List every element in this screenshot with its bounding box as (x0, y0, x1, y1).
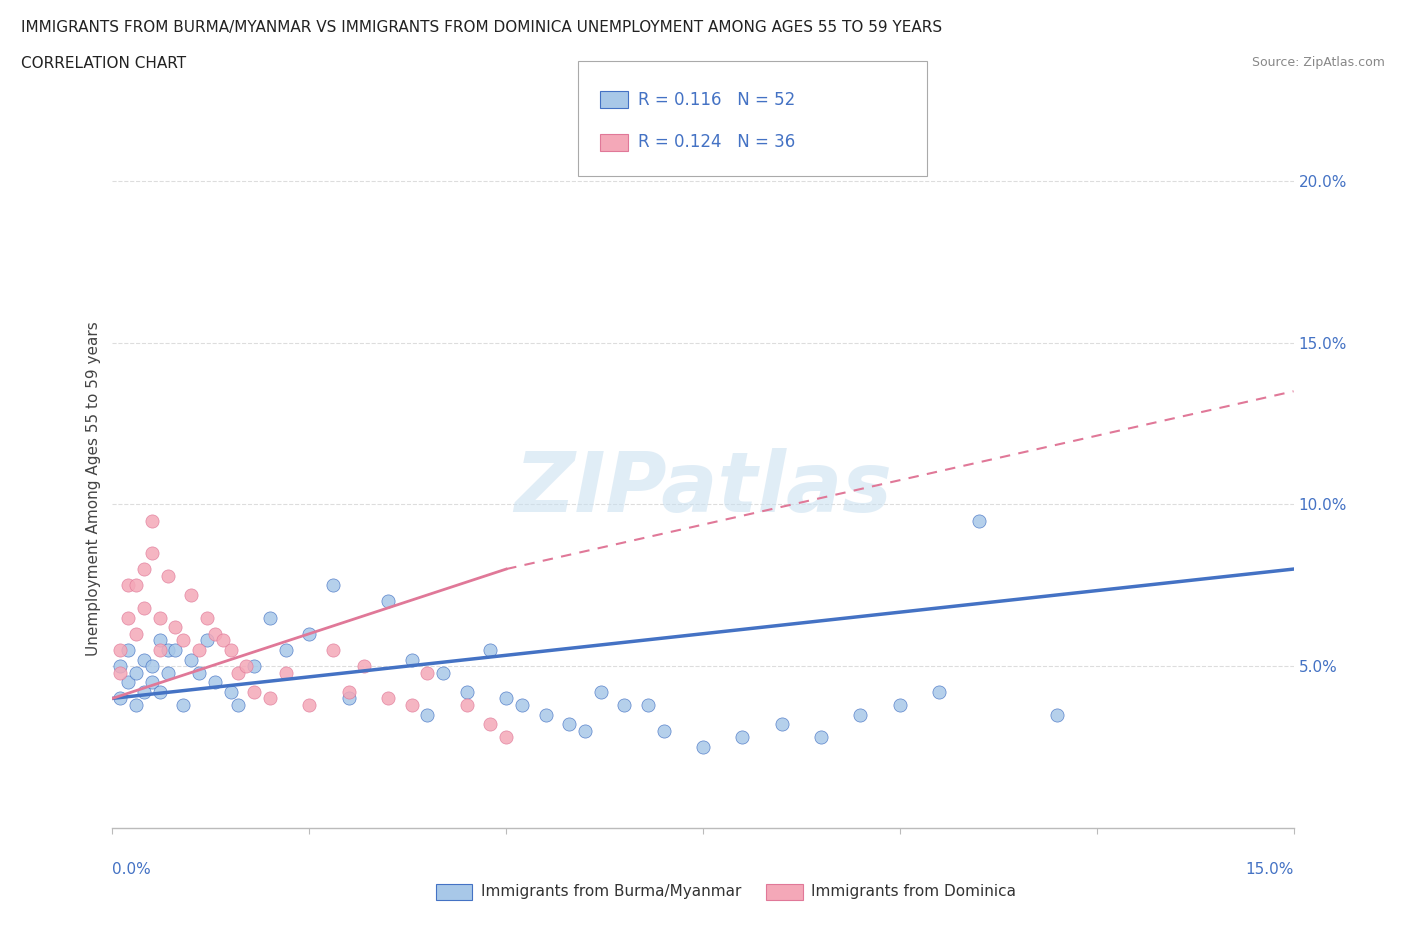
Point (353, 658, 375, 673)
Point (180, 588, 202, 603)
Point (188, 665, 211, 680)
Point (110, 643, 132, 658)
Point (110, 658, 132, 673)
Point (235, 658, 257, 673)
Point (479, 717, 502, 732)
Point (156, 665, 179, 680)
Point (692, 739, 714, 754)
Point (889, 698, 911, 712)
Point (377, 691, 399, 706)
Point (534, 707, 557, 722)
Point (132, 684, 155, 699)
Point (188, 643, 211, 658)
Point (110, 665, 132, 680)
Point (172, 698, 194, 712)
Point (456, 698, 478, 712)
Text: Immigrants from Dominica: Immigrants from Dominica (811, 884, 1017, 899)
Point (132, 652, 155, 667)
Point (731, 730, 754, 745)
Point (243, 658, 266, 673)
Point (479, 643, 502, 658)
Point (322, 643, 344, 658)
Point (141, 675, 163, 690)
Point (180, 652, 202, 667)
Point (274, 665, 297, 680)
Point (274, 643, 297, 658)
Text: 0.0%: 0.0% (112, 862, 152, 877)
Text: CORRELATION CHART: CORRELATION CHART (21, 56, 186, 71)
Point (495, 691, 517, 706)
Point (770, 717, 793, 732)
Point (928, 684, 950, 699)
Point (432, 665, 454, 680)
Point (613, 698, 636, 712)
Point (219, 643, 242, 658)
Point (377, 594, 399, 609)
Point (574, 724, 596, 738)
Text: Source: ZipAtlas.com: Source: ZipAtlas.com (1251, 56, 1385, 69)
Point (165, 619, 187, 634)
Point (165, 643, 187, 658)
Point (195, 632, 218, 647)
Text: R = 0.116   N = 52: R = 0.116 N = 52 (638, 90, 796, 109)
Point (495, 730, 517, 745)
Point (589, 684, 612, 699)
Point (558, 717, 581, 732)
Point (228, 698, 250, 712)
Point (195, 610, 218, 625)
Point (204, 626, 226, 641)
Point (141, 658, 163, 673)
Point (243, 684, 266, 699)
Point (456, 684, 478, 699)
Point (298, 698, 321, 712)
Point (110, 691, 132, 706)
Point (219, 684, 242, 699)
Point (322, 578, 344, 592)
Point (510, 698, 533, 712)
Point (401, 652, 423, 667)
Point (125, 665, 148, 680)
Point (204, 675, 226, 690)
Point (211, 632, 233, 647)
Point (149, 632, 172, 647)
Text: ZIPatlas: ZIPatlas (515, 447, 891, 529)
Point (228, 665, 250, 680)
Point (141, 546, 163, 561)
Point (259, 610, 281, 625)
Point (1046, 707, 1069, 722)
Text: IMMIGRANTS FROM BURMA/MYANMAR VS IMMIGRANTS FROM DOMINICA UNEMPLOYMENT AMONG AGE: IMMIGRANTS FROM BURMA/MYANMAR VS IMMIGRA… (21, 20, 942, 35)
Point (156, 568, 179, 583)
Point (125, 698, 148, 712)
Point (637, 698, 659, 712)
Point (337, 691, 360, 706)
Point (401, 698, 423, 712)
Point (298, 626, 321, 641)
Point (141, 513, 163, 528)
Point (117, 578, 139, 592)
Point (416, 665, 439, 680)
Point (849, 707, 872, 722)
Point (117, 610, 139, 625)
Text: Immigrants from Burma/Myanmar: Immigrants from Burma/Myanmar (481, 884, 741, 899)
Point (149, 610, 172, 625)
Point (149, 643, 172, 658)
Point (416, 707, 439, 722)
Point (967, 513, 990, 528)
Point (172, 632, 194, 647)
Point (652, 724, 675, 738)
Y-axis label: Unemployment Among Ages 55 to 59 years: Unemployment Among Ages 55 to 59 years (86, 321, 101, 656)
Text: R = 0.124   N = 36: R = 0.124 N = 36 (638, 133, 796, 152)
Point (125, 578, 148, 592)
Text: 15.0%: 15.0% (1246, 862, 1294, 877)
Point (810, 730, 832, 745)
Point (132, 601, 155, 616)
Point (125, 626, 148, 641)
Point (259, 691, 281, 706)
Point (132, 562, 155, 577)
Point (156, 643, 179, 658)
Point (117, 675, 139, 690)
Point (337, 684, 360, 699)
Point (117, 643, 139, 658)
Point (149, 684, 172, 699)
